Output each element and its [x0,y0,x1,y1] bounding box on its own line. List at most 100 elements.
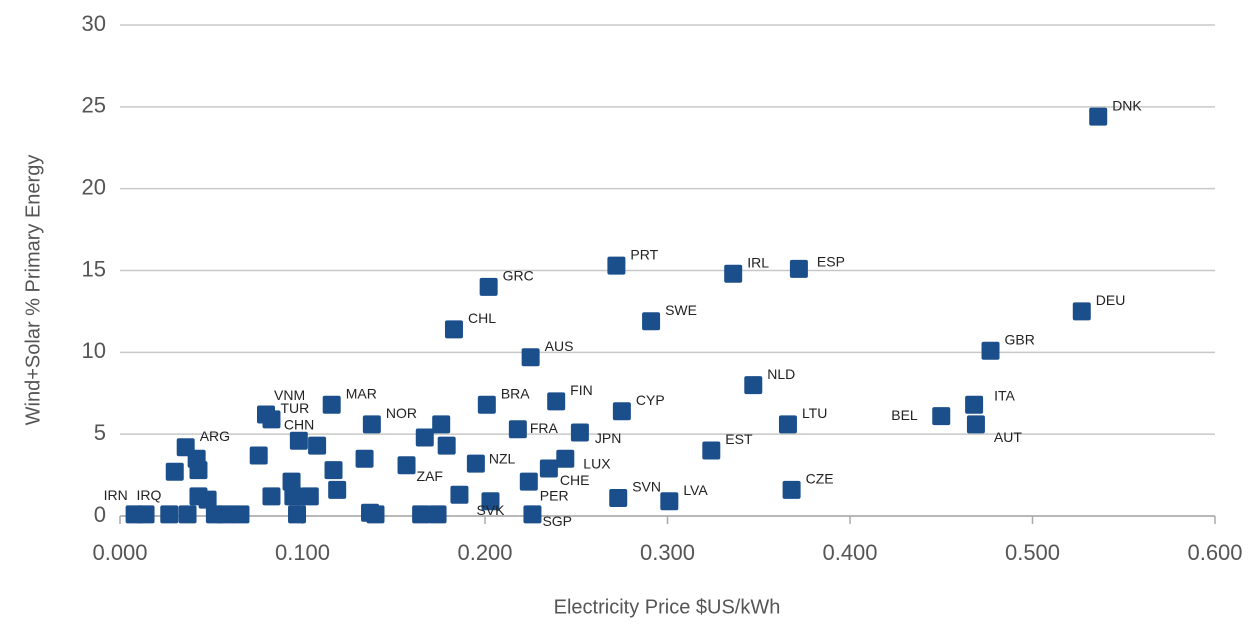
point [547,392,566,411]
x-tick-label: 0.600 [1187,540,1242,565]
point [160,505,179,524]
point-label: FRA [530,420,559,436]
point [519,472,538,491]
point [308,436,327,455]
point [789,259,808,278]
point [198,490,217,509]
point [556,449,575,468]
point [981,341,1000,360]
point [612,402,631,421]
x-axis-title: Electricity Price $US/kWh [554,596,781,618]
point [231,505,250,524]
point-label: PRT [630,246,658,262]
point [702,441,721,460]
x-tick-label: 0.100 [275,540,330,565]
x-tick-label: 0.400 [822,540,877,565]
point-label: IRQ [137,487,162,503]
y-axis-title: Wind+Solar % Primary Energy [22,155,44,426]
point [284,487,303,506]
point-label: AUT [994,429,1022,445]
point [136,505,155,524]
point-label: IRL [747,254,769,270]
point [479,277,498,296]
point [521,348,540,367]
point [607,256,626,275]
point [300,487,319,506]
point-label: GBR [1005,331,1035,347]
point [744,376,763,395]
point [328,480,347,499]
x-tick-label: 0.300 [640,540,695,565]
point-label: SWE [665,302,697,318]
point [216,505,235,524]
point-label: MAR [346,385,377,401]
point [412,505,431,524]
point [724,264,743,283]
point [570,423,589,442]
point-label: NOR [386,405,417,421]
point-label: LVA [683,482,708,498]
point-label: PER [540,487,569,503]
point-label: SVN [632,479,661,495]
point [262,487,281,506]
point [355,449,374,468]
point-label: EST [725,431,753,447]
point [324,461,343,480]
point [415,428,434,447]
point [262,410,281,429]
x-tick-label: 0.200 [457,540,512,565]
point [165,462,184,481]
point-label: SVK [476,502,505,518]
point [539,459,558,478]
point [481,492,500,511]
point-label: JPN [595,430,621,446]
point [782,480,801,499]
point [642,312,661,331]
point-label: CYP [636,392,665,408]
point [660,492,679,511]
point-label: VNM [274,387,305,403]
point [450,485,469,504]
point [437,436,456,455]
y-tick-label: 0 [94,502,106,527]
point-label: LTU [802,405,827,421]
point-label: IRN [104,487,128,503]
point-label: CHN [284,416,314,432]
y-tick-label: 30 [82,11,106,36]
point [508,420,527,439]
point [282,472,301,491]
point [477,395,496,414]
x-tick-label: 0.500 [1005,540,1060,565]
point [466,454,485,473]
point-label: GRC [503,268,534,284]
point-label: FIN [570,382,593,398]
point-label: NLD [767,366,795,382]
y-tick-label: 20 [82,174,106,199]
y-tick-label: 10 [82,338,106,363]
point-label: SGP [542,513,572,529]
point-label: TUR [280,400,309,416]
point-label: BEL [891,407,918,423]
point [189,461,208,480]
point [966,415,985,434]
point-label: CHE [560,472,590,488]
point [432,415,451,434]
point-label: DEU [1096,292,1126,308]
point-label: DNK [1112,97,1142,113]
point-label: CZE [806,471,834,487]
point [178,505,197,524]
point-label: LUX [583,455,611,471]
point [249,446,268,465]
point [361,503,380,522]
point-label: ESP [817,254,845,270]
point-label: ZAF [417,468,443,484]
point [1072,302,1091,321]
point-label: CHL [468,310,496,326]
y-tick-label: 5 [94,420,106,445]
point [1089,107,1108,126]
point [397,456,416,475]
point [444,320,463,339]
point [428,505,447,524]
point-label: AUS [545,338,574,354]
